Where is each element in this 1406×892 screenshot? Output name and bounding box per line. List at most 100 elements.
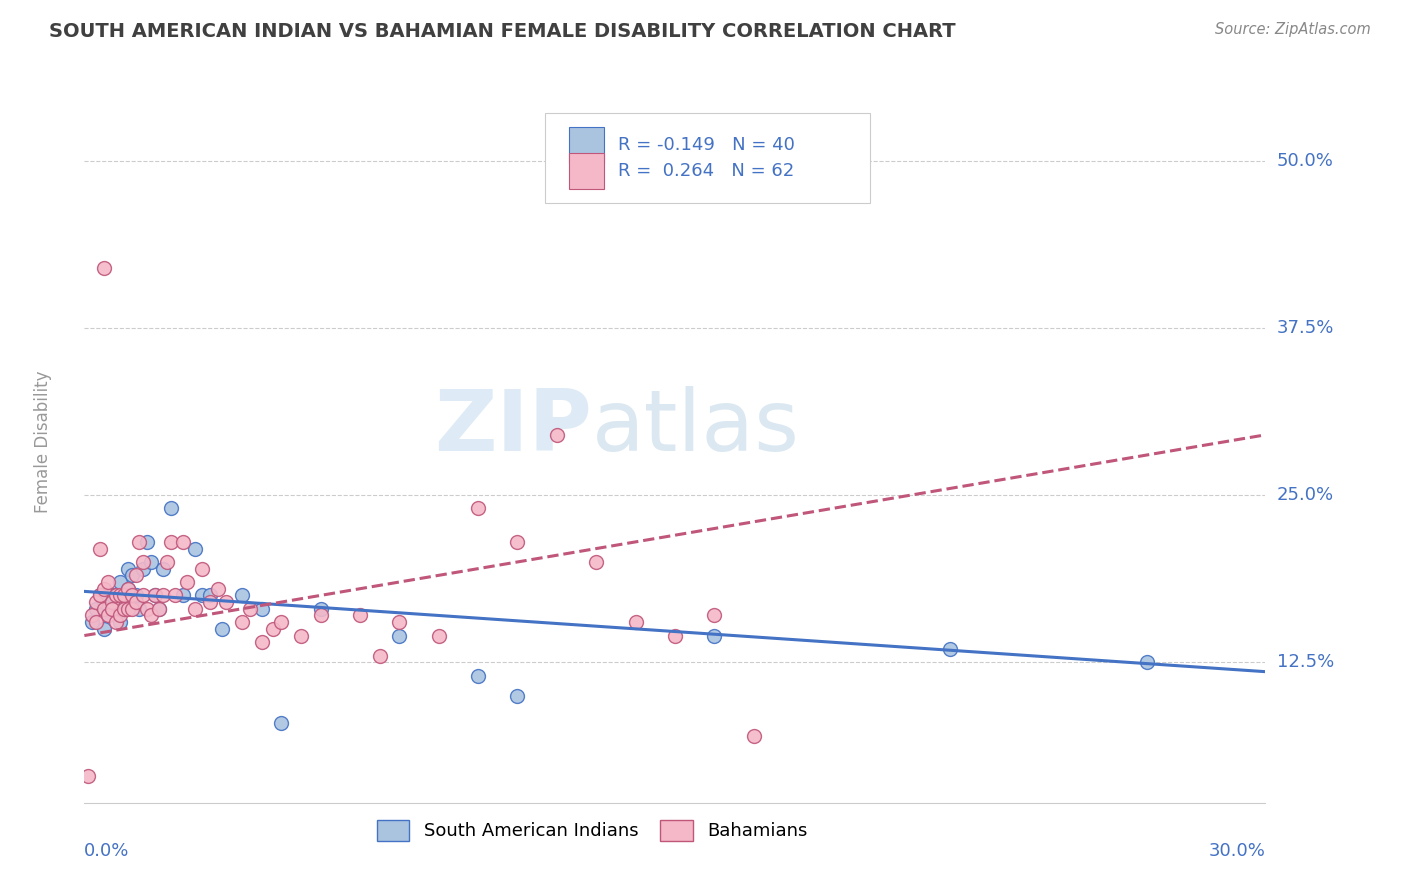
Point [93, 595, 115, 609]
Point [506, 689, 529, 703]
Point [207, 582, 229, 596]
Point [200, 595, 222, 609]
Text: 0.0%: 0.0% [84, 842, 129, 860]
Point [160, 534, 183, 549]
Point [132, 562, 155, 576]
Point [101, 589, 124, 603]
Point [108, 575, 131, 590]
Point [250, 635, 273, 649]
Point [93, 260, 115, 275]
Point [89, 589, 111, 603]
FancyBboxPatch shape [546, 112, 870, 203]
Point [664, 629, 686, 643]
Point [141, 608, 163, 623]
Point [703, 629, 725, 643]
Point [152, 562, 174, 576]
Point [136, 602, 159, 616]
Point [349, 608, 371, 623]
Text: Source: ZipAtlas.com: Source: ZipAtlas.com [1215, 22, 1371, 37]
Point [270, 615, 292, 630]
Point [84, 615, 107, 630]
Point [742, 729, 765, 743]
Point [183, 602, 205, 616]
Point [585, 555, 607, 569]
Text: 37.5%: 37.5% [1277, 318, 1334, 337]
Point [172, 534, 194, 549]
Text: R = -0.149   N = 40: R = -0.149 N = 40 [619, 136, 794, 154]
Point [143, 589, 166, 603]
Point [124, 568, 146, 582]
Point [104, 589, 127, 603]
Point [117, 602, 139, 616]
Text: ZIP: ZIP [434, 385, 592, 468]
Point [703, 608, 725, 623]
Point [270, 715, 292, 730]
Point [121, 568, 143, 582]
Point [128, 602, 150, 616]
Point [141, 555, 163, 569]
Point [112, 589, 135, 603]
Point [156, 555, 179, 569]
Point [191, 562, 214, 576]
Point [388, 629, 411, 643]
Point [84, 602, 107, 616]
Point [108, 608, 131, 623]
Point [132, 589, 155, 603]
Point [84, 595, 107, 609]
Text: Female Disability: Female Disability [34, 370, 52, 513]
Point [117, 582, 139, 596]
Point [97, 575, 120, 590]
Point [467, 501, 489, 516]
Point [89, 541, 111, 556]
Point [290, 629, 312, 643]
Point [93, 622, 115, 636]
Point [172, 589, 194, 603]
Point [82, 608, 104, 623]
Point [121, 602, 143, 616]
FancyBboxPatch shape [568, 128, 605, 163]
Point [506, 534, 529, 549]
Point [624, 615, 647, 630]
Point [112, 602, 135, 616]
Point [176, 575, 198, 590]
Point [101, 602, 124, 616]
Point [183, 541, 205, 556]
Point [121, 589, 143, 603]
Point [309, 608, 332, 623]
Point [143, 589, 166, 603]
Point [104, 615, 127, 630]
Point [132, 555, 155, 569]
Point [108, 615, 131, 630]
Legend: South American Indians, Bahamians: South American Indians, Bahamians [370, 813, 814, 848]
Point [97, 608, 120, 623]
Point [101, 602, 124, 616]
Point [160, 501, 183, 516]
Point [112, 602, 135, 616]
Point [117, 562, 139, 576]
Point [231, 615, 253, 630]
Point [108, 589, 131, 603]
Point [97, 608, 120, 623]
Point [215, 595, 238, 609]
Point [262, 622, 284, 636]
Point [136, 534, 159, 549]
Point [368, 648, 391, 663]
Text: 30.0%: 30.0% [1209, 842, 1265, 860]
Point [191, 589, 214, 603]
Point [148, 602, 170, 616]
Point [939, 642, 962, 657]
Point [117, 582, 139, 596]
Point [128, 534, 150, 549]
Point [211, 622, 233, 636]
Point [148, 602, 170, 616]
Point [239, 602, 262, 616]
Point [1136, 655, 1159, 669]
Point [546, 428, 568, 442]
Point [467, 669, 489, 683]
Point [82, 615, 104, 630]
Point [124, 589, 146, 603]
Point [388, 615, 411, 630]
Point [152, 589, 174, 603]
Text: R =  0.264   N = 62: R = 0.264 N = 62 [619, 161, 794, 179]
Point [124, 595, 146, 609]
